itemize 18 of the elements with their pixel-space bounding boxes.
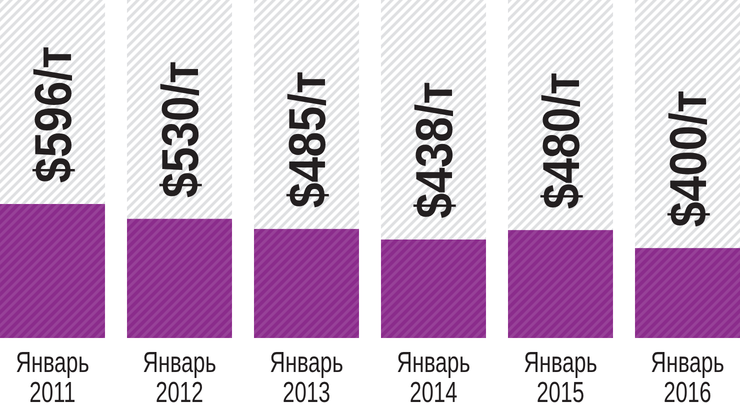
data-label: $530/т bbox=[152, 60, 210, 198]
x-tick-label: Январь 2015 bbox=[524, 346, 598, 408]
bar bbox=[381, 240, 486, 338]
bar bbox=[127, 218, 232, 338]
bar bbox=[0, 204, 105, 338]
x-tick-label: Январь 2014 bbox=[396, 346, 470, 408]
data-label: $480/т bbox=[534, 72, 591, 210]
data-label: $438/т bbox=[406, 82, 464, 219]
bar bbox=[254, 228, 359, 338]
bar bbox=[508, 230, 613, 338]
x-tick-label: Январь 2013 bbox=[270, 346, 344, 408]
x-tick-label: Январь 2011 bbox=[16, 346, 90, 408]
data-label: $400/т bbox=[660, 90, 718, 228]
data-label: $596/т bbox=[26, 46, 83, 183]
x-tick-label: Январь 2016 bbox=[650, 346, 724, 408]
bar bbox=[635, 248, 740, 338]
data-label: $485/т bbox=[280, 71, 337, 208]
x-tick-label: Январь 2012 bbox=[142, 346, 216, 408]
